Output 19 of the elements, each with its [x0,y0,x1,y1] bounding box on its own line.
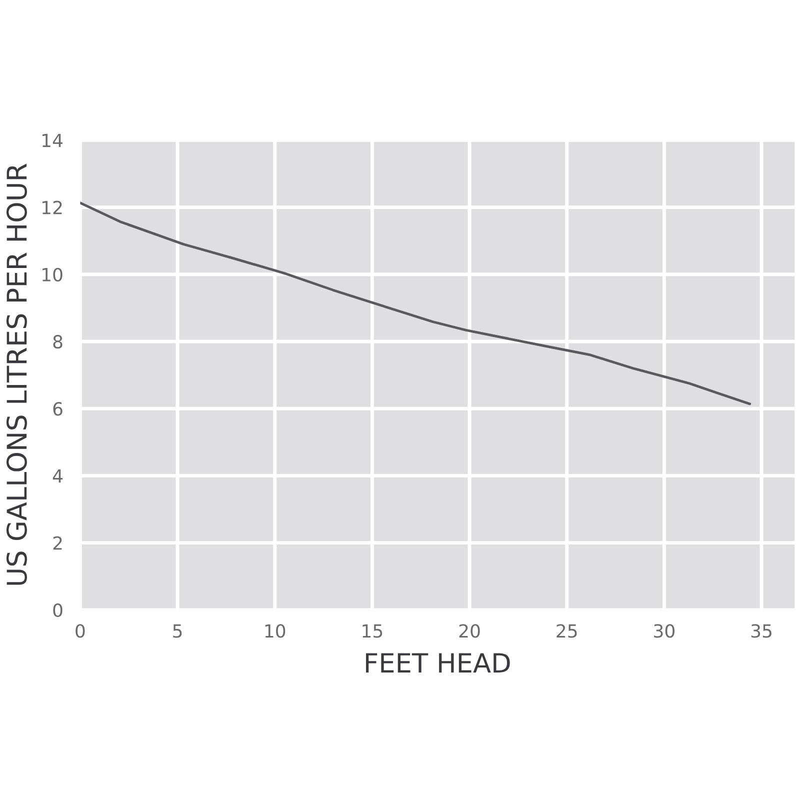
x-tick-label: 10 [265,624,286,638]
x-tick-label: 15 [362,624,382,638]
x-tick-label: 35 [751,624,772,638]
y-tick-label: 12 [42,200,62,214]
x-tick-label: 25 [556,624,577,638]
y-tick-label: 14 [42,134,63,147]
x-tick-label: 20 [459,624,480,638]
x-tick-label: 5 [173,624,182,638]
y-tick-label: 10 [42,268,62,282]
x-tick-label: 30 [654,624,674,638]
y-tick-label: 4 [52,469,63,483]
y-tick-label: 8 [53,334,62,349]
x-axis-title: FEET HEAD [366,653,510,672]
y-axis-title: US GALLONS LITRES PER HOUR [6,164,27,585]
y-tick-label: 0 [53,603,62,618]
y-tick-label: 6 [53,402,62,416]
x-tick-label: 0 [76,624,85,638]
y-tick-label: 2 [53,536,62,550]
line-series [80,202,752,406]
